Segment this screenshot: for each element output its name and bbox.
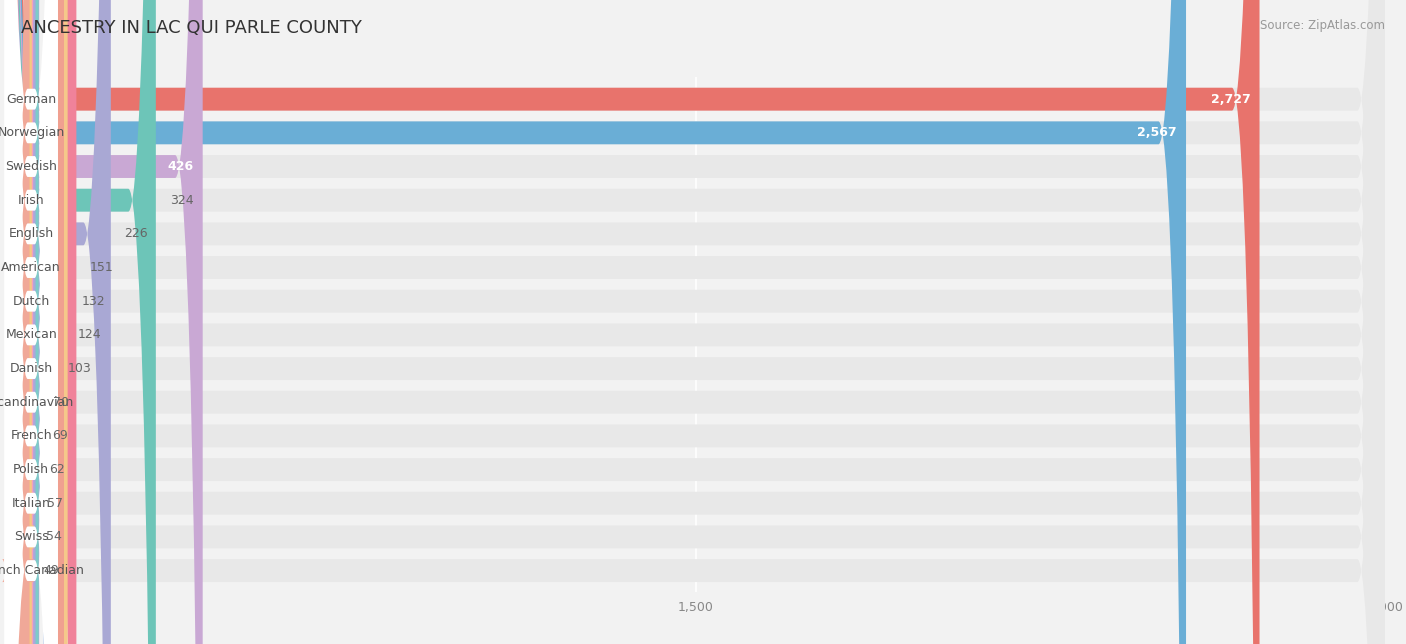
Text: 2,567: 2,567: [1137, 126, 1177, 139]
FancyBboxPatch shape: [4, 0, 58, 644]
FancyBboxPatch shape: [7, 0, 156, 644]
FancyBboxPatch shape: [1, 0, 35, 644]
Text: American: American: [1, 261, 60, 274]
FancyBboxPatch shape: [4, 0, 58, 644]
Text: German: German: [6, 93, 56, 106]
FancyBboxPatch shape: [7, 0, 1187, 644]
FancyBboxPatch shape: [6, 0, 35, 644]
Text: Scandinavian: Scandinavian: [0, 395, 73, 409]
Text: Italian: Italian: [11, 497, 51, 510]
Text: 70: 70: [53, 395, 69, 409]
FancyBboxPatch shape: [7, 0, 1385, 644]
FancyBboxPatch shape: [7, 0, 1385, 644]
FancyBboxPatch shape: [7, 0, 1385, 644]
FancyBboxPatch shape: [7, 0, 1385, 644]
Text: Polish: Polish: [13, 463, 49, 476]
Text: 103: 103: [67, 362, 91, 375]
Text: 62: 62: [49, 463, 65, 476]
Text: French Canadian: French Canadian: [0, 564, 83, 577]
FancyBboxPatch shape: [7, 0, 1385, 644]
Text: 69: 69: [52, 430, 69, 442]
Text: 426: 426: [167, 160, 194, 173]
FancyBboxPatch shape: [7, 0, 35, 644]
FancyBboxPatch shape: [4, 0, 58, 644]
Text: 132: 132: [82, 295, 105, 308]
Text: English: English: [8, 227, 53, 240]
FancyBboxPatch shape: [4, 0, 58, 644]
Text: Source: ZipAtlas.com: Source: ZipAtlas.com: [1260, 19, 1385, 32]
FancyBboxPatch shape: [7, 0, 1385, 644]
FancyBboxPatch shape: [4, 0, 35, 644]
FancyBboxPatch shape: [4, 0, 58, 644]
FancyBboxPatch shape: [7, 0, 1385, 644]
FancyBboxPatch shape: [7, 0, 76, 644]
FancyBboxPatch shape: [7, 0, 55, 644]
FancyBboxPatch shape: [7, 0, 1385, 644]
FancyBboxPatch shape: [7, 0, 39, 644]
FancyBboxPatch shape: [7, 0, 1385, 644]
Text: 124: 124: [77, 328, 101, 341]
FancyBboxPatch shape: [7, 0, 202, 644]
FancyBboxPatch shape: [4, 0, 58, 644]
Text: 2,727: 2,727: [1211, 93, 1250, 106]
FancyBboxPatch shape: [7, 0, 111, 644]
FancyBboxPatch shape: [4, 0, 58, 644]
FancyBboxPatch shape: [7, 0, 1385, 644]
Text: 151: 151: [90, 261, 114, 274]
Text: 49: 49: [44, 564, 59, 577]
FancyBboxPatch shape: [4, 0, 58, 644]
Text: 54: 54: [45, 531, 62, 544]
Text: Norwegian: Norwegian: [0, 126, 65, 139]
Text: ANCESTRY IN LAC QUI PARLE COUNTY: ANCESTRY IN LAC QUI PARLE COUNTY: [21, 19, 361, 37]
Text: French: French: [10, 430, 52, 442]
FancyBboxPatch shape: [7, 0, 1385, 644]
Text: Mexican: Mexican: [6, 328, 58, 341]
FancyBboxPatch shape: [7, 0, 39, 644]
FancyBboxPatch shape: [7, 0, 1385, 644]
Text: Danish: Danish: [10, 362, 52, 375]
FancyBboxPatch shape: [4, 0, 58, 644]
FancyBboxPatch shape: [4, 0, 58, 644]
FancyBboxPatch shape: [4, 0, 58, 644]
FancyBboxPatch shape: [7, 0, 1385, 644]
Text: 57: 57: [46, 497, 63, 510]
Text: 226: 226: [125, 227, 148, 240]
FancyBboxPatch shape: [7, 0, 67, 644]
Text: 324: 324: [170, 194, 193, 207]
FancyBboxPatch shape: [4, 0, 58, 644]
Text: Swiss: Swiss: [14, 531, 49, 544]
FancyBboxPatch shape: [7, 0, 1260, 644]
FancyBboxPatch shape: [7, 0, 1385, 644]
FancyBboxPatch shape: [7, 0, 1385, 644]
FancyBboxPatch shape: [7, 0, 65, 644]
Text: Irish: Irish: [18, 194, 45, 207]
FancyBboxPatch shape: [4, 0, 58, 644]
Text: Dutch: Dutch: [13, 295, 49, 308]
FancyBboxPatch shape: [4, 0, 58, 644]
FancyBboxPatch shape: [4, 0, 58, 644]
Text: Swedish: Swedish: [6, 160, 58, 173]
